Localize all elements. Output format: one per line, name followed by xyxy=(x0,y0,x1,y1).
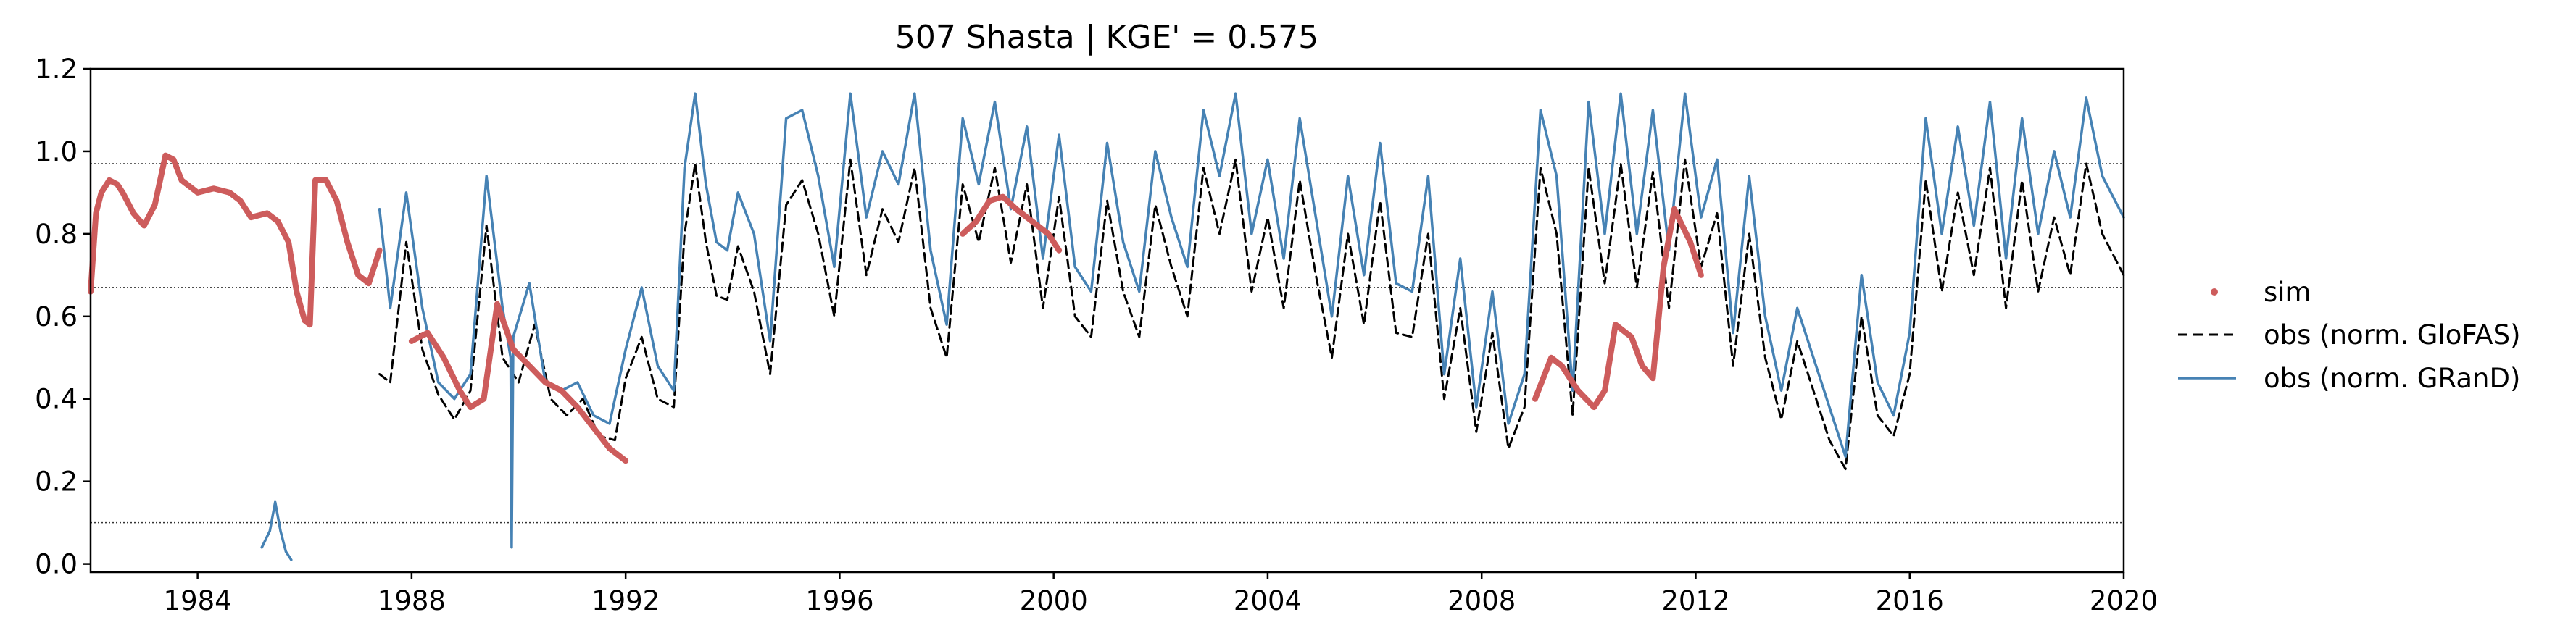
x-tick-label: 1984 xyxy=(164,585,232,616)
legend-glofas-label: obs (norm. GloFAS) xyxy=(2264,319,2521,351)
x-tick-label: 2000 xyxy=(1020,585,1088,616)
x-axis: 1984 1988 1992 1996 2000 2004 2008 2012 2016 2020 xyxy=(164,572,2158,616)
x-tick-label: 1992 xyxy=(591,585,660,616)
y-tick-label: 0.4 xyxy=(35,384,78,415)
plot-series xyxy=(88,92,2125,561)
series-sim-segment-0 xyxy=(88,152,383,328)
y-tick-label: 0.0 xyxy=(35,549,78,580)
x-tick-label: 2012 xyxy=(1661,585,1729,616)
y-tick-label: 0.8 xyxy=(35,219,78,250)
series-sim-segment-2 xyxy=(960,193,1063,254)
x-tick-label: 2004 xyxy=(1234,585,1302,616)
reference-lines xyxy=(91,163,2124,524)
y-tick-label: 1.0 xyxy=(35,136,78,167)
y-tick-label: 1.2 xyxy=(35,54,78,85)
legend: sim obs (norm. GloFAS) obs (norm. GRanD) xyxy=(2178,277,2521,394)
series-grand-segment-1 xyxy=(378,92,2125,549)
x-tick-label: 2016 xyxy=(1876,585,1944,616)
series-grand-segment-0 xyxy=(260,500,293,561)
legend-sim-marker xyxy=(2211,288,2218,296)
x-tick-label: 2008 xyxy=(1447,585,1516,616)
y-tick-label: 0.6 xyxy=(35,301,78,332)
x-tick-label: 2020 xyxy=(2090,585,2158,616)
legend-grand-label: obs (norm. GRanD) xyxy=(2264,363,2520,394)
series-glofas-segment-0 xyxy=(378,158,2125,471)
x-tick-label: 1988 xyxy=(378,585,446,616)
y-axis: 0.0 0.2 0.4 0.6 0.8 1.0 1.2 xyxy=(35,54,91,580)
series-sim-segment-3 xyxy=(1532,206,1704,411)
plot-frame xyxy=(89,67,2125,574)
legend-sim-label: sim xyxy=(2264,277,2311,308)
series-sim-segment-1 xyxy=(408,301,629,464)
chart-title: 507 Shasta | KGE' = 0.575 xyxy=(895,19,1318,56)
y-tick-label: 0.2 xyxy=(35,466,78,498)
x-tick-label: 1996 xyxy=(805,585,873,616)
